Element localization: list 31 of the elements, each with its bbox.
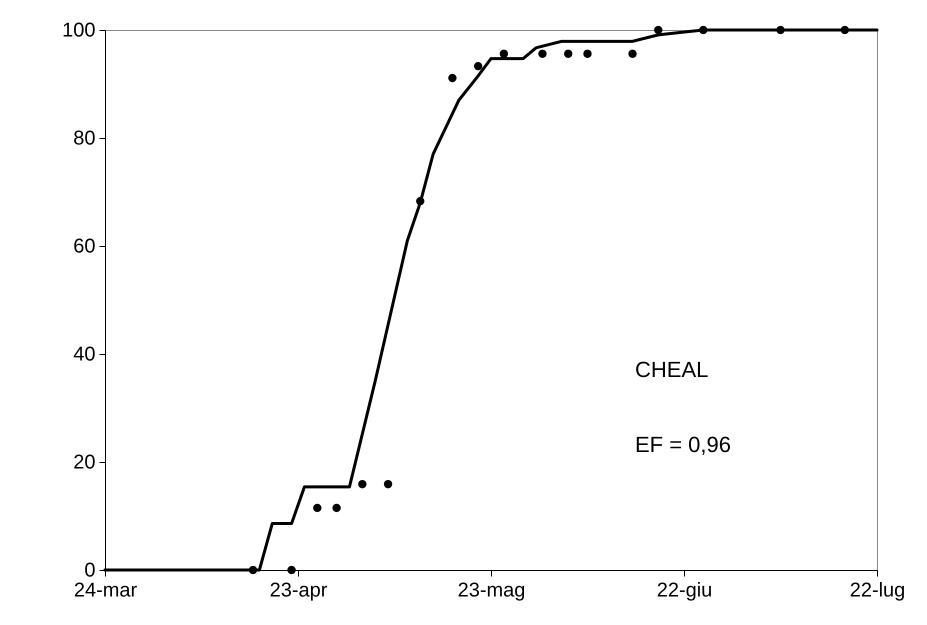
point — [332, 504, 341, 512]
x-tick-label: 22-lug — [850, 580, 906, 602]
point — [384, 480, 392, 488]
point — [628, 50, 637, 58]
x-tick-label: 24-mar — [74, 580, 138, 602]
y-tick-label: 40 — [73, 344, 96, 366]
point — [448, 74, 457, 82]
y-tick-label: 60 — [73, 236, 96, 258]
point — [840, 26, 850, 34]
point — [287, 566, 296, 574]
point — [500, 50, 508, 58]
point — [248, 566, 258, 574]
point — [776, 26, 785, 34]
annotation: EF = 0,96 — [635, 432, 732, 457]
point — [564, 50, 572, 58]
point — [538, 50, 547, 58]
y-tick-label: 20 — [73, 452, 96, 474]
point — [583, 50, 592, 58]
annotation: CHEAL — [635, 357, 708, 382]
point — [416, 197, 424, 206]
y-tick-label: 80 — [73, 128, 96, 150]
y-tick-label: 100 — [62, 20, 96, 42]
point — [358, 480, 367, 488]
point — [313, 504, 322, 512]
x-tick-label: 23-mag — [458, 580, 526, 602]
y-tick-label: 0 — [84, 560, 96, 582]
point — [474, 62, 482, 70]
x-tick-label: 23-apr — [270, 580, 328, 602]
x-tick-label: 22-giu — [656, 580, 712, 602]
point — [699, 26, 708, 34]
point — [654, 26, 662, 34]
